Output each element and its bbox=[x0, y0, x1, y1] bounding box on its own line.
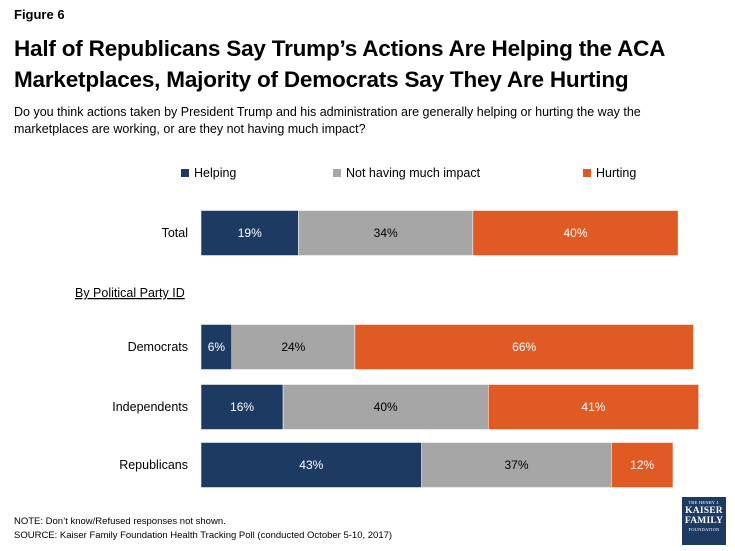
legend-label-not-having-much-impact: Not having much impact bbox=[346, 166, 481, 180]
logo-line-3: FAMILY bbox=[684, 516, 724, 526]
category-label-independents: Independents bbox=[112, 400, 188, 414]
group-label: By Political Party ID bbox=[75, 286, 185, 300]
bar-democrats-hurting bbox=[354, 324, 694, 370]
legend-swatch-hurting bbox=[583, 169, 591, 177]
data-label-democrats-hurting: 66% bbox=[512, 340, 536, 354]
category-label-democrats: Democrats bbox=[128, 340, 188, 354]
legend-swatch-helping bbox=[181, 169, 189, 177]
category-label-total: Total bbox=[162, 226, 188, 240]
legend-item-helping: Helping bbox=[181, 166, 236, 180]
stacked-bar-chart: By Political Party ID Total 19% 34% 40% Democ… bbox=[75, 210, 699, 488]
data-label-independents-helping: 16% bbox=[230, 400, 254, 414]
figure-label: Figure 6 bbox=[14, 7, 65, 22]
data-label-republicans-not-having-much-impact: 37% bbox=[504, 458, 528, 472]
chart-legend: Helping Not having much impact Hurting bbox=[0, 166, 735, 184]
bar-total-not-having-much-impact bbox=[298, 210, 474, 256]
chart-subtitle: Do you think actions taken by President … bbox=[14, 105, 641, 136]
bar-independents-helping bbox=[200, 384, 284, 430]
kff-logo: THE HENRY J. KAISER FAMILY FOUNDATION bbox=[682, 497, 726, 545]
logo-line-4: FOUNDATION bbox=[688, 527, 720, 532]
bar-independents-hurting bbox=[488, 384, 699, 430]
data-label-total-not-having-much-impact: 34% bbox=[374, 226, 398, 240]
data-label-independents-hurting: 41% bbox=[581, 400, 605, 414]
logo-line-1: THE HENRY J. bbox=[688, 500, 720, 505]
legend-label-helping: Helping bbox=[194, 166, 237, 180]
chart-notes: NOTE: Don’t know/Refused responses not s… bbox=[14, 515, 392, 543]
data-label-total-hurting: 40% bbox=[563, 226, 587, 240]
bar-republicans-not-having-much-impact bbox=[421, 442, 612, 488]
bar-independents-not-having-much-impact bbox=[282, 384, 489, 430]
data-label-total-helping: 19% bbox=[238, 226, 262, 240]
legend-item-hurting: Hurting bbox=[583, 166, 636, 180]
data-label-independents-not-having-much-impact: 40% bbox=[374, 400, 398, 414]
logo-line-2: KAISER bbox=[685, 506, 723, 516]
bar-republicans-hurting bbox=[611, 442, 674, 488]
source-text: SOURCE: Kaiser Family Foundation Health … bbox=[14, 530, 393, 541]
legend-label-hurting: Hurting bbox=[596, 166, 637, 180]
bar-republicans-helping bbox=[200, 442, 422, 488]
data-label-democrats-helping: 6% bbox=[208, 340, 226, 354]
data-label-democrats-not-having-much-impact: 24% bbox=[281, 340, 305, 354]
data-label-republicans-hurting: 12% bbox=[630, 458, 654, 472]
data-label-republicans-helping: 43% bbox=[299, 458, 323, 472]
bar-total-helping bbox=[200, 210, 299, 256]
bar-total-hurting bbox=[472, 210, 679, 256]
note-text: NOTE: Don’t know/Refused responses not s… bbox=[14, 516, 226, 527]
chart-title: Half of Republicans Say Trump’s Actions … bbox=[14, 36, 665, 92]
legend-swatch-not-having-much-impact bbox=[333, 169, 341, 177]
legend-item-not-having-much-impact: Not having much impact bbox=[333, 166, 480, 180]
category-label-republicans: Republicans bbox=[119, 458, 188, 472]
